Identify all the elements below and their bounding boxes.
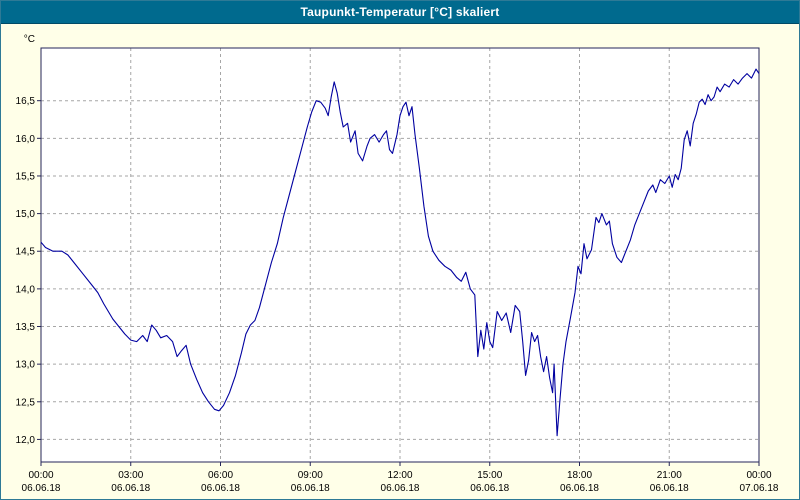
x-tick-date-label: 06.06.18 — [381, 483, 420, 494]
x-tick-time-label: 03:00 — [118, 470, 143, 481]
x-tick-time-label: 12:00 — [387, 470, 412, 481]
x-tick-time-label: 15:00 — [477, 470, 502, 481]
x-tick-time-label: 00:00 — [28, 470, 53, 481]
y-tick-label: 15,0 — [16, 209, 36, 220]
x-tick-date-label: 07.06.18 — [740, 483, 779, 494]
x-tick-time-label: 09:00 — [298, 470, 323, 481]
x-tick-date-label: 06.06.18 — [111, 483, 150, 494]
x-tick-date-label: 06.06.18 — [560, 483, 599, 494]
x-tick-date-label: 06.06.18 — [201, 483, 240, 494]
y-axis-unit-label: °C — [24, 34, 35, 45]
x-tick-time-label: 00:00 — [746, 470, 771, 481]
y-tick-label: 13,0 — [16, 360, 36, 371]
x-tick-time-label: 06:00 — [208, 470, 233, 481]
plot-border — [40, 47, 760, 463]
title-bar: Taupunkt-Temperatur [°C] skaliert — [1, 1, 799, 24]
y-tick-label: 13,5 — [16, 322, 36, 333]
x-tick-date-label: 06.06.18 — [22, 483, 61, 494]
x-tick-date-label: 06.06.18 — [650, 483, 689, 494]
y-tick-label: 14,0 — [16, 284, 36, 295]
y-tick-label: 12,5 — [16, 397, 36, 408]
y-tick-label: 16,5 — [16, 96, 36, 107]
y-tick-label: 15,5 — [16, 171, 36, 182]
temperature-chart: 00:00 06.06.18 03:00 06.06.18 06:00 06.06.18 0… — [16, 34, 779, 494]
x-tick-time-label: 21:00 — [657, 470, 682, 481]
chart-area: 00:00 06.06.18 03:00 06.06.18 06:00 06.06.18 0… — [1, 24, 799, 499]
temperature-line — [40, 68, 760, 437]
chart-title: Taupunkt-Temperatur [°C] skaliert — [300, 5, 500, 19]
x-tick-time-label: 18:00 — [567, 470, 592, 481]
y-tick-label: 14,5 — [16, 247, 36, 258]
y-tick-label: 12,0 — [16, 435, 36, 446]
x-tick-date-label: 06.06.18 — [470, 483, 509, 494]
x-tick-date-label: 06.06.18 — [291, 483, 330, 494]
y-tick-label: 16,0 — [16, 134, 36, 145]
